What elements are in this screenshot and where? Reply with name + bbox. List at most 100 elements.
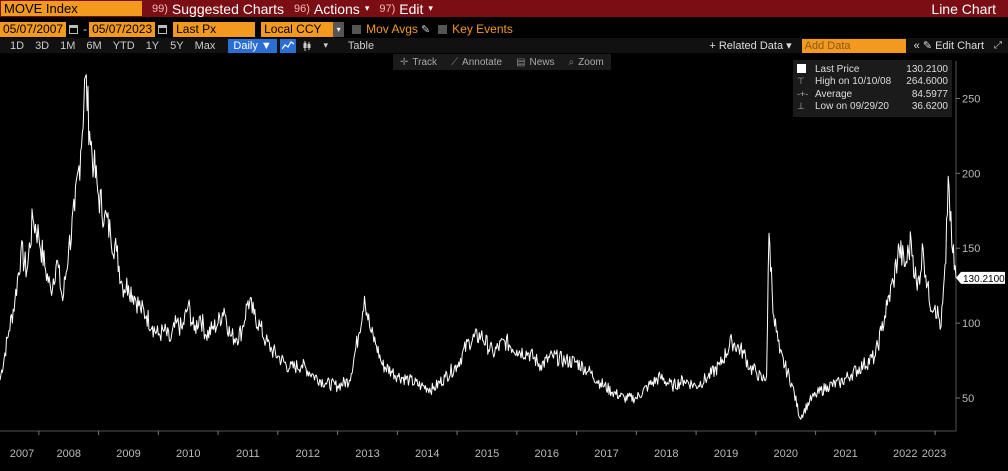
x-tick-label: 2007 [10,448,34,460]
x-tick-label: 2020 [773,448,797,460]
x-tick-label: 2009 [116,448,140,460]
legend-label: Average [815,88,853,100]
mov-avgs-label: Mov Avgs [366,22,418,36]
period-1d[interactable]: 1D [10,39,25,52]
start-date-input[interactable]: 05/07/2007 [0,21,67,37]
legend-label: High on 10/10/08 [815,76,892,88]
key-events-label: Key Events [452,22,513,36]
currency-select[interactable]: Local CCY [261,21,334,37]
y-tick-label: 200 [962,168,980,180]
ticker-input[interactable]: MOVE Index [1,1,142,16]
period-6m[interactable]: 6M [86,39,102,52]
line-chart[interactable]: 50 100 150 200 250 2007 2008 2009 2010 2011 2012 20… [0,53,1008,471]
edit-label: Edit [399,0,424,17]
x-tick-label: 2023 [922,448,946,460]
actions-caret-icon: ▾ [364,3,370,13]
end-date-input[interactable]: 05/07/2023 [89,21,156,37]
period-3d[interactable]: 3D [35,39,50,52]
track-label: Track [412,56,438,68]
period-ytd[interactable]: YTD [112,39,135,52]
last-value-label: 130.2100 [963,274,1005,285]
end-calendar-icon[interactable] [158,24,168,34]
legend-value: 130.2100 [906,63,948,75]
period-1y[interactable]: 1Y [145,39,160,52]
date-separator: - [83,22,88,36]
date-range-bar: 05/07/2007 - 05/07/2023 Last Px Local CC… [0,21,1008,37]
news-label: News [529,56,555,68]
x-tick-label: 2016 [534,448,558,460]
period-max[interactable]: Max [194,39,216,52]
legend-square-icon [797,63,815,75]
last-value-tag [956,271,1005,284]
x-tick-label: 2019 [714,448,738,460]
x-tick-label: 2015 [475,448,499,460]
x-tick-label: 2011 [236,448,260,460]
actions-number: 96) [293,2,310,15]
annotate-icon: ⟋ [451,56,459,68]
legend-row-low: ⊥ Low on 09/29/20 36.6200 [797,101,948,114]
x-tick-label: 2013 [355,448,379,460]
edit-number: 97) [379,2,396,15]
annotate-label: Annotate [462,56,503,68]
edit-button[interactable]: 97) Edit ▾ [379,1,433,17]
top-command-bar: MOVE Index 99) Suggested Charts 96) Acti… [0,0,1008,17]
y-tick-label: 50 [962,393,974,405]
y-tick-label: 150 [962,243,980,255]
y-tick-label: 100 [962,318,980,330]
legend-row-average: -+- Average 84.5977 [797,88,948,101]
suggested-charts-label: Suggested Charts [171,0,284,17]
average-marker-icon: -+- [797,89,809,100]
high-marker-icon: ⊤ [797,76,805,87]
x-tick-label: 2017 [594,448,618,460]
currency-chevron-down-icon[interactable]: ▾ [333,21,345,37]
mov-avgs-checkbox[interactable] [352,24,362,34]
table-button[interactable]: Table [347,39,375,52]
legend-label: Low on 09/29/20 [815,101,889,113]
x-tick-label: 2012 [295,448,319,460]
legend-value: 84.5977 [911,88,948,100]
line-chart-icon[interactable] [279,38,296,53]
x-tick-label: 2010 [176,448,200,460]
frequency-select[interactable]: Daily ▼ [228,38,277,53]
legend-value: 36.6200 [911,101,948,113]
low-marker-icon: ⊥ [797,101,805,112]
news-tool[interactable]: ▤ News [516,57,554,68]
magnifier-icon: ⌕ [568,56,575,68]
crosshair-icon: ✛ [400,56,409,68]
legend-label: Last Price [815,63,860,75]
pencil-icon[interactable]: ✎ [420,23,431,36]
series-line-last-price[interactable] [0,74,957,420]
start-calendar-icon[interactable] [69,24,79,34]
suggested-charts-number: 99) [152,2,168,15]
x-tick-label: 2014 [415,448,439,460]
period-toolbar: 1D 3D 1M 6M YTD 1Y 5Y Max Daily ▼ ▾ Tabl… [0,38,1008,53]
edit-caret-icon: ▾ [428,3,433,13]
key-events-checkbox[interactable] [438,24,448,34]
y-tick-label: 250 [962,93,980,105]
chart-legend: Last Price 130.2100 ⊤ High on 10/10/08 2… [793,60,952,117]
actions-label: Actions [313,0,360,17]
period-5y[interactable]: 5Y [170,39,184,52]
legend-row-high: ⊤ High on 10/10/08 264.6000 [797,76,948,89]
legend-value: 264.6000 [906,76,948,88]
track-tool[interactable]: ✛ Track [400,57,437,68]
suggested-charts-button[interactable]: 99) Suggested Charts [152,1,284,17]
zoom-tool[interactable]: ⌕ Zoom [569,57,604,68]
add-data-input[interactable]: Add Data [801,38,906,53]
expand-icon[interactable]: ⤢ [994,40,1002,51]
last-value-marker: 130.2100 [956,271,1005,285]
chart-type-chevron-down-icon[interactable]: ▾ [323,40,329,50]
related-data-button[interactable]: + Related Data ▾ [709,40,792,52]
window-title: Line Chart [931,0,996,17]
news-icon: ▤ [516,56,526,68]
x-tick-label: 2008 [56,448,80,460]
field-select[interactable]: Last Px [173,21,256,37]
zoom-label: Zoom [578,56,604,68]
x-tick-label: 2018 [654,448,678,460]
period-1m[interactable]: 1M [60,39,76,52]
edit-chart-button[interactable]: « ✎ Edit Chart [913,40,984,52]
candle-chart-icon[interactable] [299,39,315,53]
actions-button[interactable]: 96) Actions ▾ [294,1,369,17]
annotate-tool[interactable]: ⟋ Annotate [451,57,502,68]
legend-row-last[interactable]: Last Price 130.2100 [797,63,948,76]
